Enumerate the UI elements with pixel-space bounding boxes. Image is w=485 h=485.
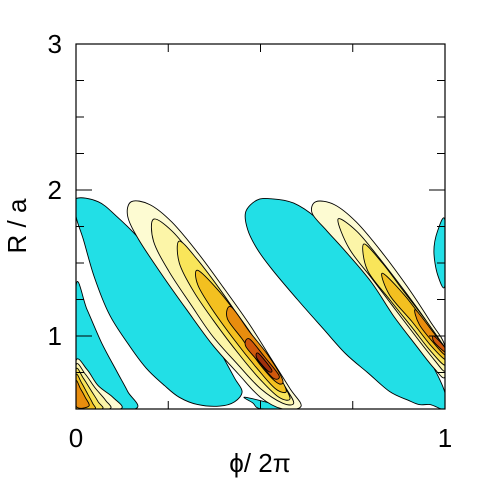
positive-contour-level-0-7 [311,200,445,379]
y-axis-title: R / a [2,198,32,253]
y-tick-label: 1 [48,321,62,351]
x-tick-label: 0 [69,423,83,453]
positive-contour-level-5-21 [432,335,445,353]
negative-region-3 [244,197,445,409]
x-tick-label: 1 [438,423,452,453]
negative-region-4 [433,217,445,289]
positive-contour-level-4-17 [76,380,90,409]
y-tick-label: 2 [48,175,62,205]
axis-ticks [75,43,446,410]
contour-regions [76,197,445,409]
tick-labels: 0 1 1 2 3 [48,29,453,453]
y-tick-label: 3 [48,29,62,59]
positive-contour-level-6-22 [255,352,273,373]
x-axis-title: ϕ/ 2π [229,448,290,478]
